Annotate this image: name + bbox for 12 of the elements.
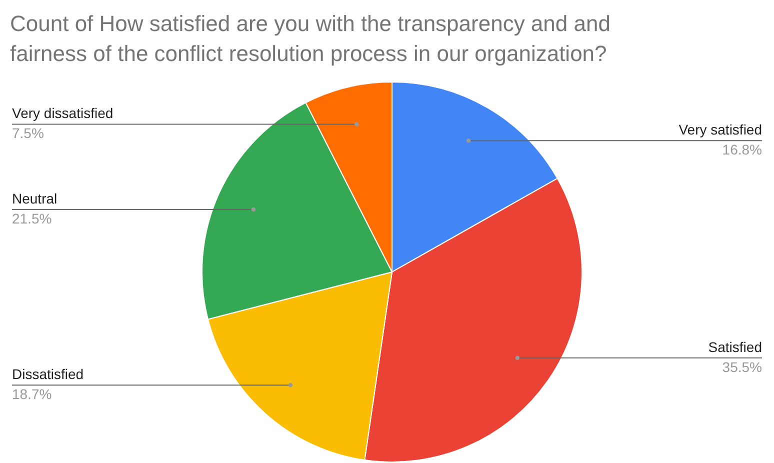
data-label: 7.5%: [12, 125, 44, 142]
data-label: 16.8%: [722, 142, 762, 158]
slice-label: Dissatisfied: [12, 366, 84, 382]
text: fairness of the conflict resolution process in our organization?: [10, 41, 607, 66]
data-label: 18.7%: [12, 386, 52, 402]
text: Count of How satisfied are you with the transparency and and: [10, 11, 610, 36]
slice-label: Neutral: [12, 190, 58, 206]
slice-label: Very satisfied: [678, 122, 762, 138]
slice-label: Very dissatisfied: [12, 105, 114, 122]
data-label: 21.5%: [12, 210, 52, 226]
slice-label: Satisfied: [708, 338, 762, 355]
data-label: 35.5%: [722, 358, 762, 375]
